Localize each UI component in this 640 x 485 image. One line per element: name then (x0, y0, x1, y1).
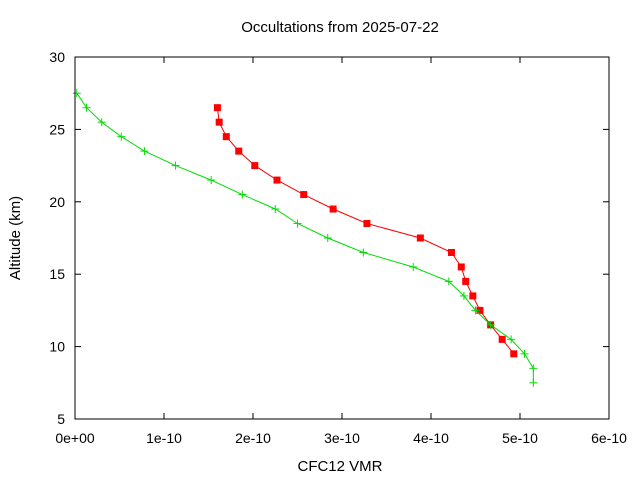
data-point (462, 277, 470, 285)
data-point (140, 147, 149, 156)
data-point (235, 147, 243, 155)
x-tick-label: 2e-10 (235, 430, 271, 446)
data-point (117, 132, 126, 141)
data-point (329, 205, 337, 213)
data-point (82, 103, 91, 112)
y-tick-label: 5 (57, 411, 65, 427)
y-tick-label: 20 (49, 194, 65, 210)
data-point (293, 219, 302, 228)
x-tick-label: 6e-10 (591, 430, 627, 446)
data-point (459, 291, 468, 300)
data-point (520, 349, 529, 358)
data-point (97, 118, 106, 127)
data-point (507, 335, 516, 344)
y-tick-label: 10 (49, 339, 65, 355)
series-layer (72, 89, 538, 387)
data-point (72, 89, 81, 98)
data-point (469, 292, 477, 300)
y-axis-label: Altitude (km) (7, 196, 24, 280)
y-tick-label: 15 (49, 266, 65, 282)
tick-layer: 0e+00 1e-10 2e-10 3e-10 4e-10 5e-10 6e-10 5 10 15… (49, 49, 627, 446)
y-tick-label: 25 (49, 121, 65, 137)
data-point (409, 262, 418, 271)
data-point (444, 277, 453, 286)
data-point (457, 263, 465, 271)
data-point (323, 234, 332, 242)
data-point (359, 248, 368, 257)
data-point (363, 220, 371, 228)
x-tick-label: 1e-10 (146, 430, 182, 446)
x-tick-label: 3e-10 (324, 430, 360, 446)
data-point (447, 248, 455, 256)
y-tick-label: 30 (49, 49, 65, 65)
data-point (251, 162, 259, 170)
data-point (273, 176, 281, 184)
x-tick-label: 0e+00 (55, 430, 95, 446)
data-point (213, 104, 221, 112)
data-point (486, 320, 495, 329)
data-point (171, 161, 180, 170)
data-point (471, 306, 480, 315)
data-point (510, 350, 518, 358)
data-point (222, 133, 230, 141)
data-point (207, 176, 216, 185)
data-point (476, 306, 484, 314)
x-axis-label: CFC12 VMR (297, 458, 382, 475)
x-tick-label: 4e-10 (413, 430, 449, 446)
data-point (416, 234, 424, 242)
data-point (300, 191, 308, 199)
data-point (215, 118, 223, 126)
data-point (498, 335, 506, 343)
data-point (529, 364, 538, 373)
data-point (238, 190, 247, 199)
data-point (529, 378, 538, 387)
series-2 (72, 89, 538, 387)
plot-frame (74, 56, 610, 420)
data-point (271, 205, 280, 214)
chart-title: Occultations from 2025-07-22 (241, 19, 439, 36)
x-tick-label: 5e-10 (502, 430, 538, 446)
